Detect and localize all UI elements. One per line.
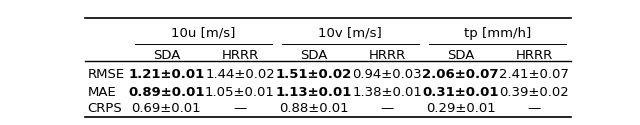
Text: —: —: [527, 102, 541, 115]
Text: 1.44±0.02: 1.44±0.02: [205, 68, 275, 81]
Text: 2.06±0.07: 2.06±0.07: [422, 68, 499, 81]
Text: HRRR: HRRR: [221, 49, 259, 62]
Text: 0.39±0.02: 0.39±0.02: [499, 86, 569, 98]
Text: —: —: [381, 102, 394, 115]
Text: 10u [m/s]: 10u [m/s]: [171, 26, 236, 40]
Text: 0.31±0.01: 0.31±0.01: [422, 86, 499, 98]
Text: 0.88±0.01: 0.88±0.01: [279, 102, 348, 115]
Text: 2.41±0.07: 2.41±0.07: [499, 68, 569, 81]
Text: HRRR: HRRR: [516, 49, 553, 62]
Text: HRRR: HRRR: [369, 49, 406, 62]
Text: 0.94±0.03: 0.94±0.03: [352, 68, 422, 81]
Text: 1.13±0.01: 1.13±0.01: [275, 86, 352, 98]
Text: SDA: SDA: [300, 49, 327, 62]
Text: —: —: [234, 102, 246, 115]
Text: 0.69±0.01: 0.69±0.01: [132, 102, 201, 115]
Text: 1.38±0.01: 1.38±0.01: [352, 86, 422, 98]
Text: SDA: SDA: [447, 49, 474, 62]
Text: 1.05±0.01: 1.05±0.01: [205, 86, 275, 98]
Text: 10v [m/s]: 10v [m/s]: [319, 26, 382, 40]
Text: tp [mm/h]: tp [mm/h]: [464, 26, 531, 40]
Text: 0.89±0.01: 0.89±0.01: [128, 86, 205, 98]
Text: CRPS: CRPS: [88, 102, 122, 115]
Text: 1.21±0.01: 1.21±0.01: [128, 68, 205, 81]
Text: 1.51±0.02: 1.51±0.02: [275, 68, 351, 81]
Text: 0.29±0.01: 0.29±0.01: [426, 102, 495, 115]
Text: MAE: MAE: [88, 86, 116, 98]
Text: SDA: SDA: [153, 49, 180, 62]
Text: RMSE: RMSE: [88, 68, 125, 81]
